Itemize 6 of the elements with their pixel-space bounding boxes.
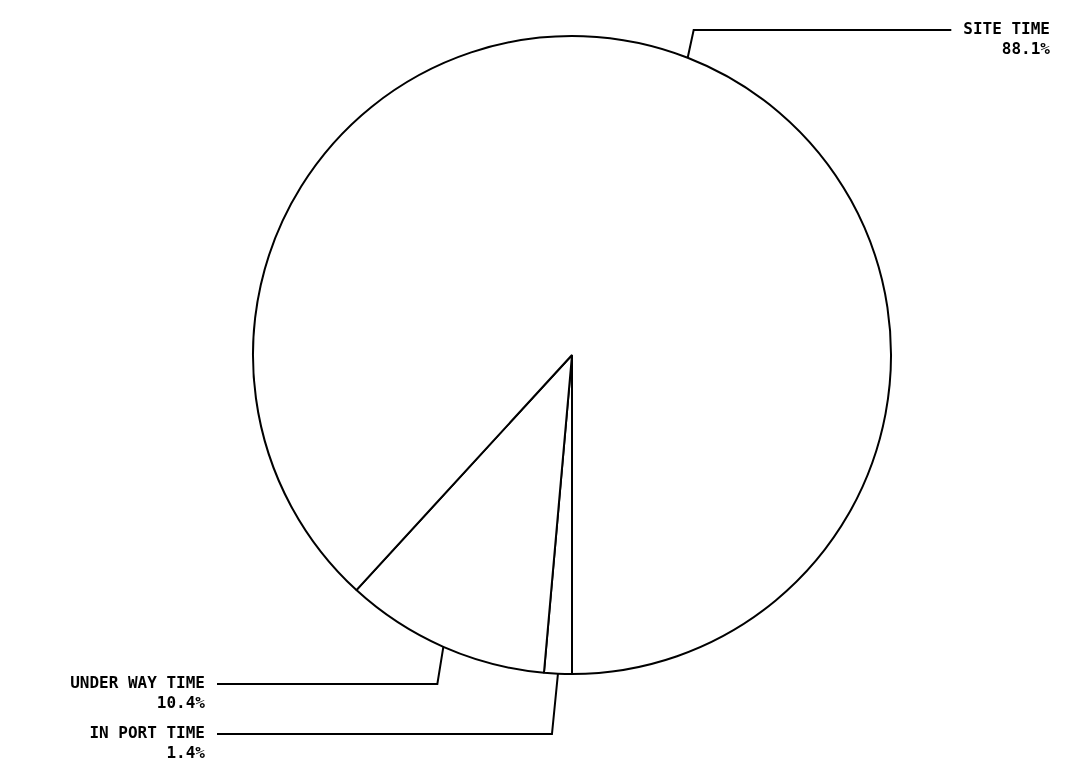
data-label: 88.1% [1001, 39, 1051, 59]
slice-label: SITE TIME [963, 19, 1050, 39]
data-label: 10.4% [156, 693, 206, 713]
data-label: 1.4% [166, 743, 206, 763]
slice-label: UNDER WAY TIME [70, 673, 205, 693]
slice-label: IN PORT TIME [89, 723, 205, 743]
